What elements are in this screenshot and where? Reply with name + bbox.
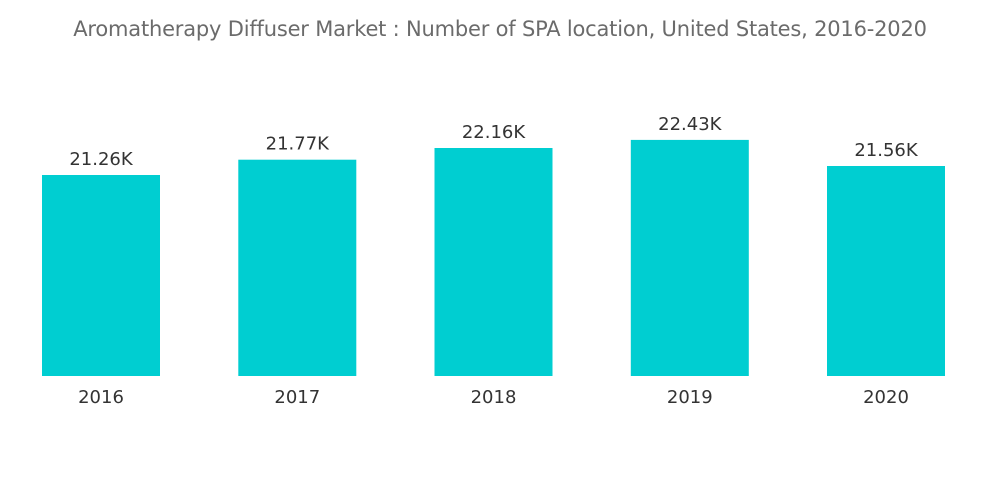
data-label-2018: 22.16K [462,122,527,143]
bar-2016 [42,175,160,376]
data-label-2017: 21.77K [266,134,331,155]
chart-title: Aromatherapy Diffuser Market : Number of… [73,17,927,41]
bar-2018 [434,148,553,376]
bars-layer [42,139,945,376]
x-tick-2017: 2017 [274,387,320,408]
bar-2020 [827,166,945,376]
bar-2017 [238,159,357,376]
x-tick-2019: 2019 [667,387,713,408]
bar-2019 [630,139,749,376]
x-tick-2016: 2016 [78,387,124,408]
x-tick-2018: 2018 [471,387,517,408]
x-axis-tick-labels: 2016 2017 2018 2019 2020 [78,387,909,408]
data-label-2020: 21.56K [854,140,919,161]
data-label-2016: 21.26K [69,149,134,170]
data-label-2019: 22.43K [658,114,723,135]
x-tick-2020: 2020 [863,387,909,408]
value-labels-layer: 21.26K 21.77K 22.16K 22.43K 21.56K [69,114,919,170]
